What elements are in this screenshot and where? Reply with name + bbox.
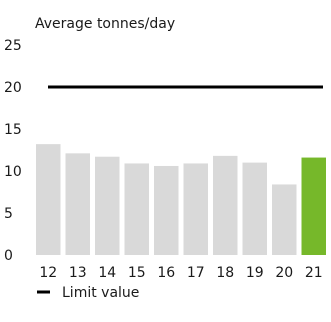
y-axis-label: Average tonnes/day [35, 16, 175, 32]
y-tick-label: 20 [4, 80, 22, 96]
bar [124, 163, 149, 255]
x-tick-label: 17 [187, 265, 205, 281]
y-tick-label: 25 [4, 38, 22, 54]
x-tick-label: 12 [39, 265, 57, 281]
bar [272, 184, 297, 255]
y-tick-label: 15 [4, 122, 22, 138]
bar [65, 153, 90, 255]
x-tick-label: 16 [157, 265, 175, 281]
x-tick-label: 13 [69, 265, 87, 281]
x-tick-label: 14 [98, 265, 116, 281]
bar-highlighted [301, 157, 326, 255]
x-tick-label: 15 [128, 265, 146, 281]
x-tick-label: 21 [305, 265, 323, 281]
bar [36, 144, 61, 255]
legend-limit-label: Limit value [62, 285, 139, 301]
x-tick-label: 20 [275, 265, 293, 281]
bar [95, 156, 120, 255]
bar [242, 162, 267, 255]
x-tick-label: 19 [246, 265, 264, 281]
y-tick-label: 0 [4, 248, 13, 264]
x-tick-label: 18 [216, 265, 234, 281]
bars [36, 144, 326, 255]
x-tick-labels: 12 13 14 15 16 17 18 19 20 21 [39, 265, 322, 281]
bar [154, 165, 179, 255]
y-tick-labels: 0 5 10 15 20 25 [4, 38, 22, 264]
y-tick-label: 10 [4, 164, 22, 180]
y-tick-label: 5 [4, 206, 13, 222]
bar [213, 155, 238, 255]
bar [183, 163, 208, 255]
legend: Limit value [37, 285, 139, 301]
